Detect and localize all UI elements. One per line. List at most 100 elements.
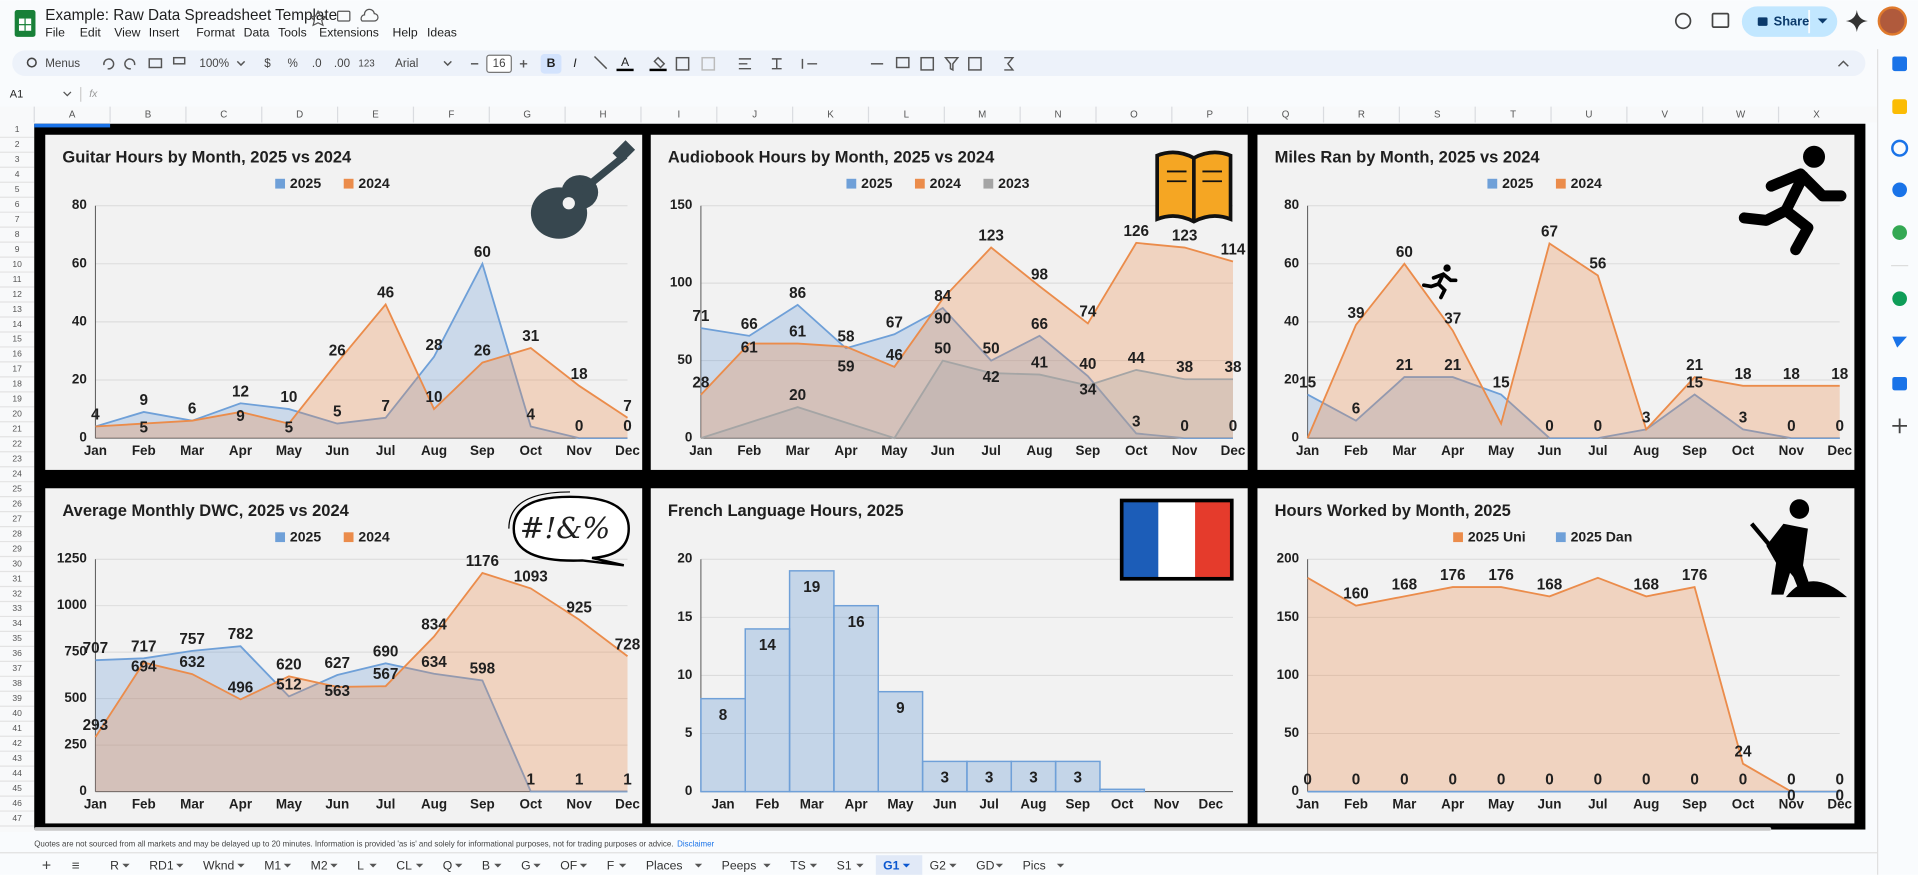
tab-dropdown[interactable] [809,863,818,868]
addon-icon[interactable] [1892,336,1907,348]
row-header[interactable]: 44 [12,768,22,778]
tab-dropdown[interactable] [283,863,292,868]
column-header[interactable]: R [1358,110,1365,121]
increase-decimal[interactable]: .00 [334,57,350,70]
sheet-tab[interactable]: G2 [930,858,947,872]
tab-dropdown[interactable] [995,863,1004,868]
row-header[interactable]: 37 [12,663,22,673]
filter[interactable] [944,56,960,72]
sheet-tab[interactable]: OF [560,858,577,872]
italic-icon[interactable]: I [573,56,577,70]
row-header[interactable]: 24 [12,468,22,478]
sheet-tab[interactable]: M2 [311,858,328,872]
column-header[interactable]: P [1207,110,1214,121]
column-header[interactable]: N [1055,110,1062,121]
row-header[interactable]: 22 [12,439,22,449]
filter-views[interactable] [968,56,982,71]
paint-format[interactable] [172,56,186,65]
text-color-icon[interactable]: A [621,55,630,69]
comment[interactable] [895,56,910,69]
row-header[interactable]: 31 [12,573,22,583]
disclaimer-link[interactable]: Disclaimer [677,839,714,848]
font-size-box[interactable] [486,54,512,73]
row-header[interactable]: 23 [12,454,22,464]
sheet-tab[interactable]: G1 [883,858,900,872]
row-header[interactable]: 43 [12,753,22,763]
row-header[interactable]: 16 [12,349,22,359]
contacts-icon[interactable] [1892,182,1907,198]
row-header[interactable]: 39 [12,693,22,703]
row-header[interactable]: 21 [12,424,22,434]
tasks-icon[interactable] [1891,139,1909,157]
zoom-dropdown[interactable] [236,60,246,67]
row-header[interactable]: 5 [15,184,20,194]
row-header[interactable]: 6 [15,199,20,209]
row-header[interactable]: 4 [15,169,20,179]
currency-format[interactable]: $ [264,57,271,70]
tab-dropdown[interactable] [763,863,771,868]
menu-item[interactable]: Format [196,25,235,39]
valign[interactable] [771,58,782,70]
share-button[interactable] [1741,6,1838,37]
tab-dropdown[interactable] [856,863,864,868]
name-box-dropdown[interactable] [63,91,72,97]
collapse-toolbar[interactable] [1837,60,1849,67]
column-header[interactable]: E [372,110,379,121]
column-header[interactable]: Q [1282,110,1290,121]
redo[interactable] [124,58,136,70]
menu-item[interactable]: Help [393,25,418,39]
row-header[interactable]: 47 [12,813,22,823]
row-header[interactable]: 29 [12,543,22,553]
row-header[interactable]: 41 [12,723,22,733]
tab-dropdown[interactable] [455,863,463,868]
gemini-icon[interactable] [1845,9,1868,33]
addon-icon[interactable] [1892,291,1907,307]
column-header[interactable]: U [1585,110,1592,121]
tab-dropdown[interactable] [494,863,502,868]
row-header[interactable]: 10 [12,259,22,269]
tab-dropdown[interactable] [949,863,957,868]
row-header[interactable]: 9 [15,244,20,254]
row-header[interactable]: 40 [12,708,22,718]
menu-item[interactable]: Insert [149,25,180,39]
tab-dropdown[interactable] [902,863,911,868]
sheet-tab[interactable]: Places [646,858,683,872]
row-header[interactable]: 28 [12,528,22,538]
font-plus[interactable] [519,60,528,68]
row-header[interactable]: 14 [12,319,22,329]
row-header[interactable]: 17 [12,364,22,374]
column-header[interactable]: K [827,110,834,121]
sheet-tab[interactable]: CL [396,858,412,872]
percent-format[interactable]: % [287,57,297,70]
row-header[interactable]: 27 [12,513,22,523]
tab-dropdown[interactable] [122,863,130,868]
tab-dropdown[interactable] [369,863,377,868]
tab-dropdown[interactable] [694,863,703,868]
column-header[interactable]: X [1813,110,1820,121]
tab-dropdown[interactable] [579,863,588,868]
share-label[interactable]: Share [1774,14,1810,29]
row-header[interactable]: 20 [12,409,22,419]
menu-item[interactable]: Edit [80,25,102,39]
share-dropdown[interactable] [1817,18,1828,24]
row-header[interactable]: 3 [15,154,20,164]
menu-item[interactable]: File [45,25,65,39]
row-header[interactable]: 2 [15,139,20,149]
row-header[interactable]: 25 [12,483,22,493]
sheet-tab[interactable]: Q [443,858,453,872]
row-header[interactable]: 11 [13,274,22,284]
sheet-tab[interactable]: G [521,858,531,872]
bold-active[interactable] [540,54,562,74]
strikethrough[interactable] [593,55,608,70]
sheet-tab[interactable]: Wknd [203,858,234,872]
row-header[interactable]: 7 [15,214,20,224]
undo[interactable] [103,58,115,70]
sheet-tab[interactable]: TS [790,858,806,872]
row-header[interactable]: 33 [12,603,22,613]
sheet-tab[interactable]: S1 [837,858,852,872]
doc-title[interactable]: Example: Raw Data Spreadsheet Template [45,7,337,24]
wrap[interactable] [801,58,818,69]
column-header[interactable]: W [1736,110,1746,121]
row-header[interactable]: 38 [12,678,22,688]
font-family[interactable]: Arial [395,57,418,70]
